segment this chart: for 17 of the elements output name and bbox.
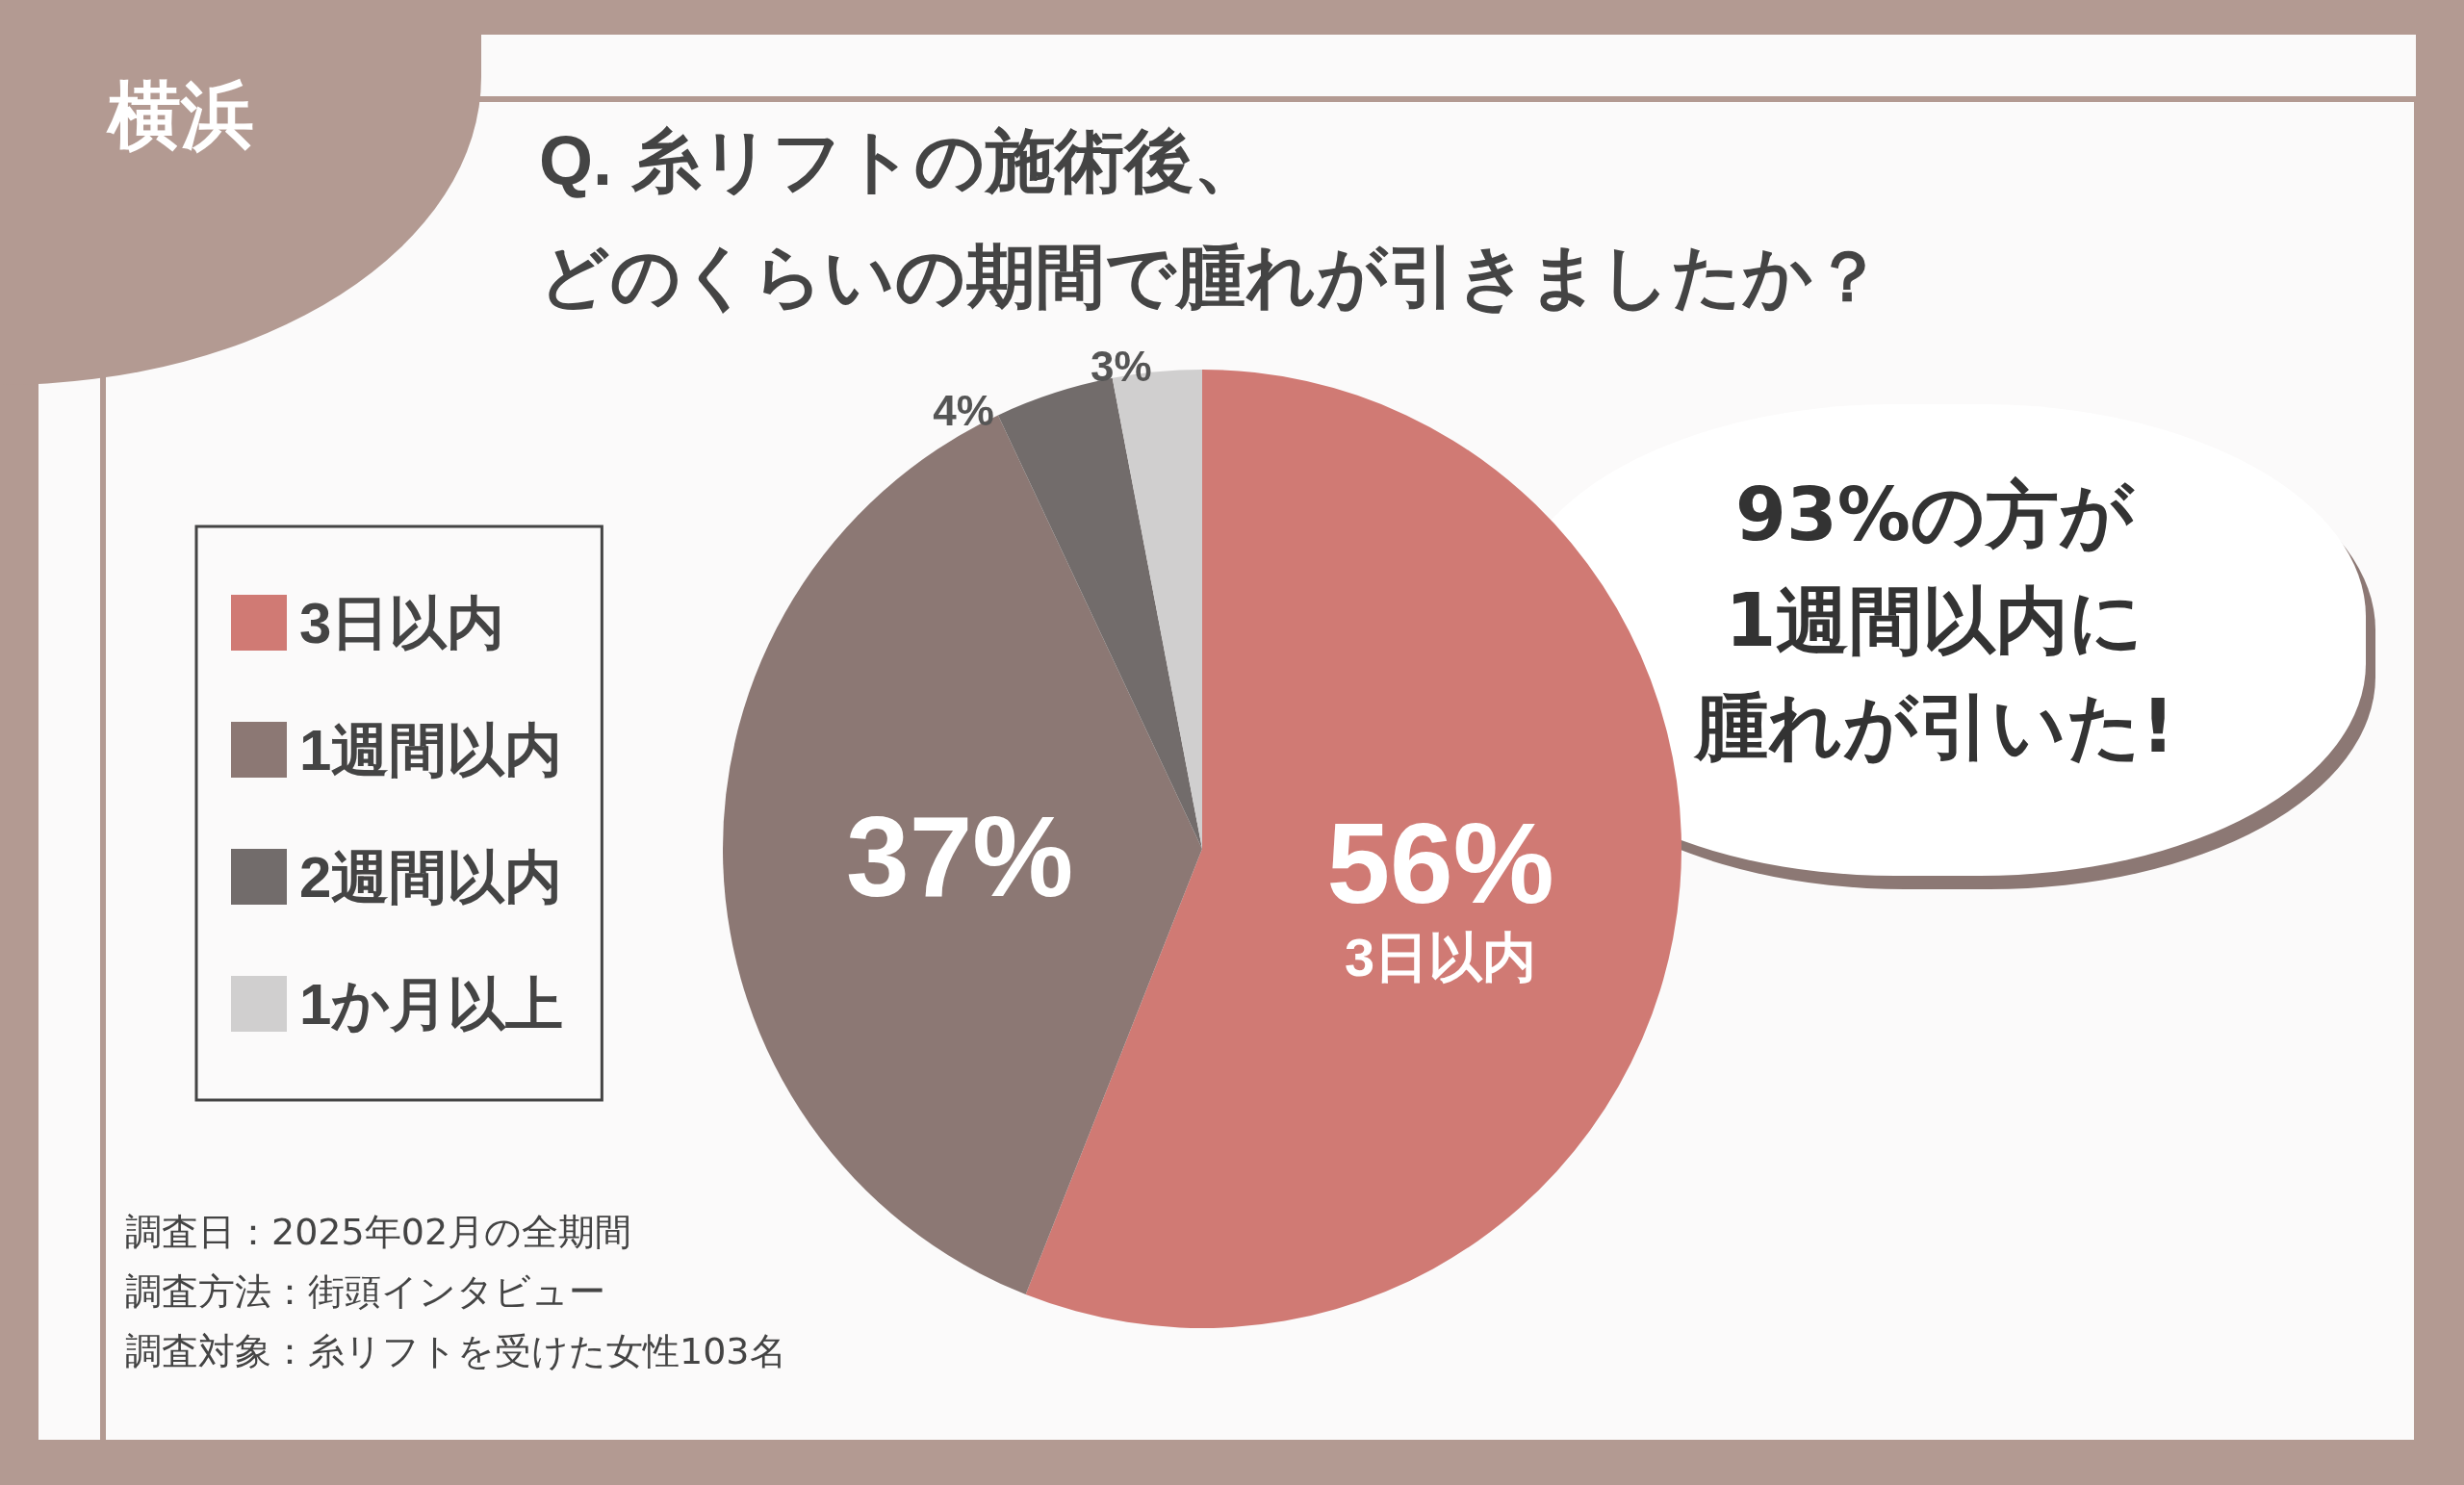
text: 1週間以内に	[1724, 576, 2145, 665]
text: 腫れが引いた!	[1692, 682, 2176, 771]
chart-title: Q. 糸リフトの施術後、	[539, 122, 1264, 199]
data-label: 37%	[846, 792, 1074, 920]
text: 93%の方が	[1734, 471, 2136, 559]
legend-label: 2週間以内	[299, 844, 563, 909]
legend-label: 1か月以上	[299, 971, 564, 1037]
text: 調査日：2025年02月の全期間	[125, 1210, 632, 1255]
chart-subtitle: どのくらいの期間で腫れが引きましたか？	[539, 238, 1883, 315]
data-label: 4%	[933, 386, 994, 434]
text: 横浜	[108, 71, 254, 160]
legend-label: 3日以内	[299, 590, 505, 655]
data-label: 3%	[1090, 342, 1152, 390]
text: 調査方法：街頭インタビュー	[125, 1269, 605, 1315]
text: 調査対象：糸リフトを受けた女性103名	[125, 1329, 786, 1374]
legend-label: 1週間以内	[299, 717, 563, 782]
data-label: 56% 3日以内	[1326, 800, 1554, 987]
